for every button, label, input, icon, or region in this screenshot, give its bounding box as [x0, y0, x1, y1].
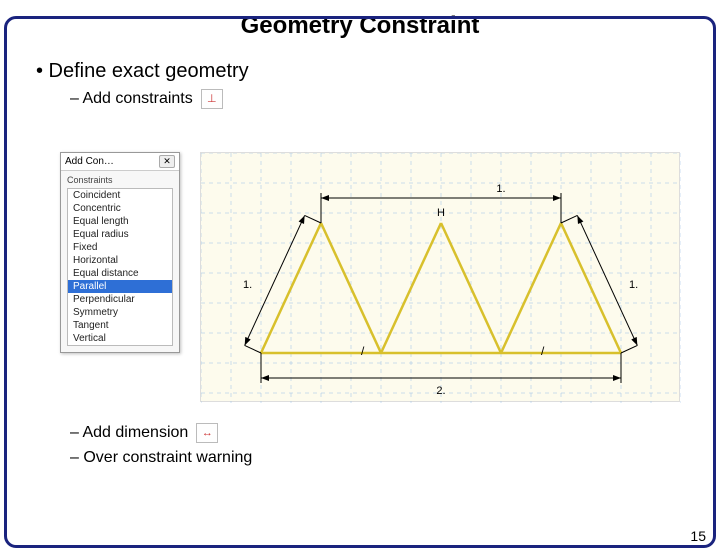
main-visual-row: Add Con… ✕ Constraints CoincidentConcent… [60, 152, 700, 402]
dialog-close-button[interactable]: ✕ [159, 155, 175, 168]
sketch-svg: 1. H 2. 1. 1. / / [201, 153, 681, 403]
constraint-option[interactable]: Tangent [68, 319, 172, 332]
bullet-add-dimension: – Add dimension ↔ [70, 423, 690, 443]
constraint-option[interactable]: Symmetry [68, 306, 172, 319]
bullet-add-dimension-text: – Add dimension [70, 424, 188, 442]
bullet-over-constraint-text: – Over constraint warning [70, 449, 252, 467]
constraint-listbox[interactable]: CoincidentConcentricEqual lengthEqual ra… [67, 188, 173, 346]
constraint-option[interactable]: Perpendicular [68, 293, 172, 306]
constraint-option[interactable]: Parallel [68, 280, 172, 293]
constraint-option[interactable]: Equal length [68, 215, 172, 228]
bottom-bullets: – Add dimension ↔ – Over constraint warn… [30, 417, 690, 473]
constraint-option[interactable]: Equal distance [68, 267, 172, 280]
constraint-option[interactable]: Vertical [68, 332, 172, 345]
svg-text:1.: 1. [629, 279, 638, 291]
dimension-icon: ↔ [196, 423, 218, 443]
svg-text:/: / [541, 344, 545, 358]
svg-text:2.: 2. [436, 385, 445, 397]
dialog-titlebar: Add Con… ✕ [61, 153, 179, 171]
dialog-title-text: Add Con… [65, 156, 114, 167]
svg-text:1.: 1. [243, 279, 252, 291]
add-constraint-dialog: Add Con… ✕ Constraints CoincidentConcent… [60, 152, 180, 353]
svg-text:/: / [361, 344, 365, 358]
constraint-option[interactable]: Horizontal [68, 254, 172, 267]
constraint-option[interactable]: Equal radius [68, 228, 172, 241]
constraint-option[interactable]: Fixed [68, 241, 172, 254]
svg-text:H: H [437, 207, 445, 219]
bullet-over-constraint: – Over constraint warning [70, 449, 690, 467]
sketch-canvas: 1. H 2. 1. 1. / / [200, 152, 680, 402]
slide-number: 15 [690, 528, 706, 544]
constraint-option[interactable]: Concentric [68, 202, 172, 215]
constraint-option[interactable]: Coincident [68, 189, 172, 202]
dialog-section-label: Constraints [61, 171, 179, 186]
svg-text:1.: 1. [496, 183, 505, 195]
